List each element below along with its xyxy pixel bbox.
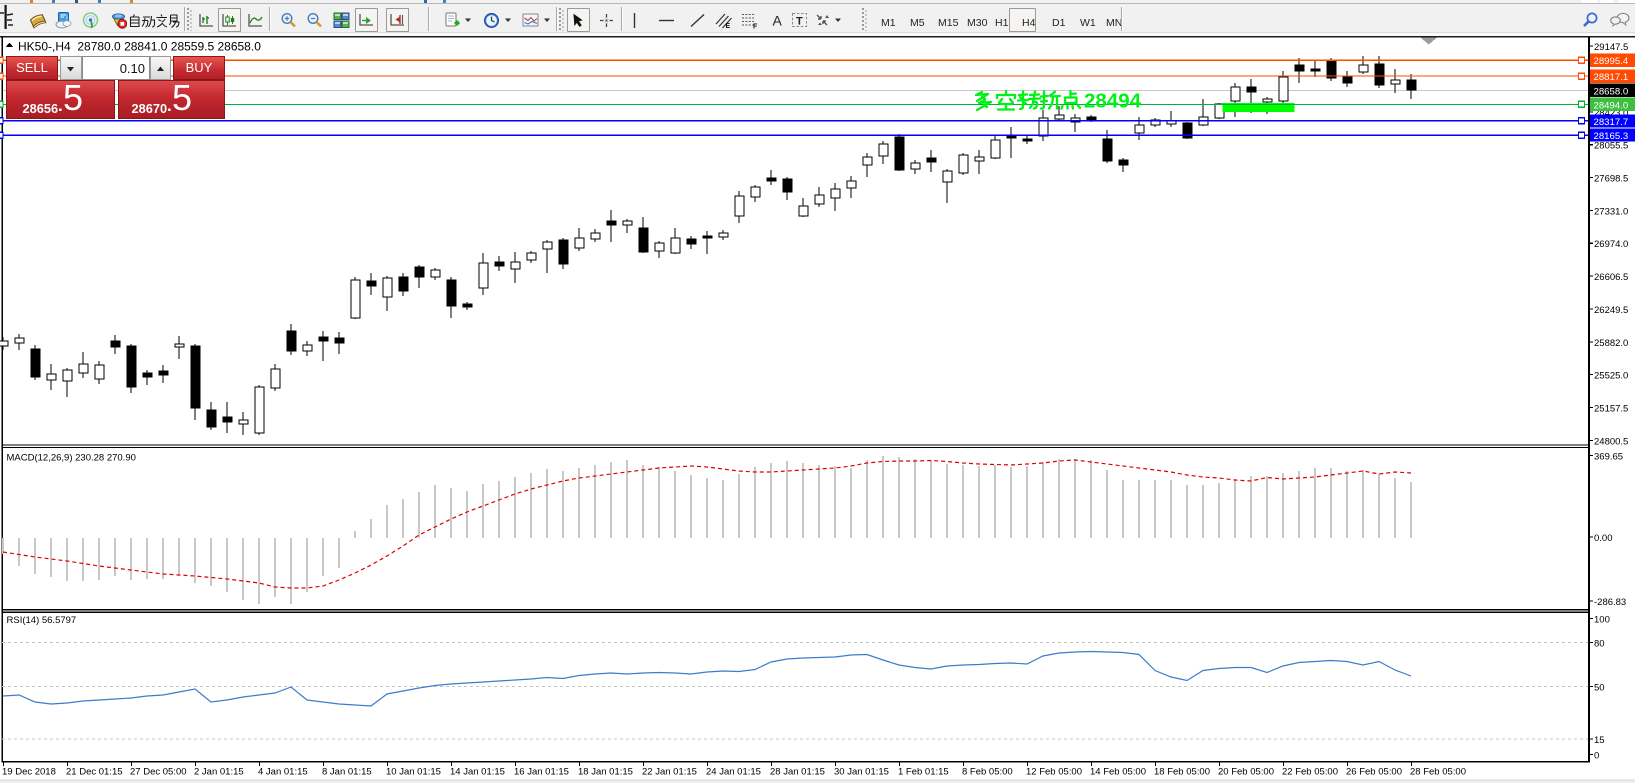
- svg-text:RSI(14) 56.5797: RSI(14) 56.5797: [7, 615, 77, 626]
- svg-text:8 Jan 01:15: 8 Jan 01:15: [322, 767, 372, 778]
- svg-text:18 Jan 01:15: 18 Jan 01:15: [578, 767, 633, 778]
- svg-text:19 Dec 2018: 19 Dec 2018: [2, 767, 56, 778]
- svg-text:28494: 28494: [1084, 90, 1142, 113]
- svg-text:0: 0: [1594, 751, 1599, 762]
- svg-text:28658.0: 28658.0: [1594, 86, 1629, 97]
- svg-text:4 Jan 01:15: 4 Jan 01:15: [258, 767, 308, 778]
- svg-text:A: A: [772, 12, 782, 28]
- svg-text:26249.5: 26249.5: [1594, 305, 1628, 316]
- svg-text:HK50-,H4 28780.0 28841.0 2855: HK50-,H4 28780.0 28841.0 28559.5 28658.0: [18, 39, 261, 53]
- svg-text:25882.0: 25882.0: [1594, 338, 1628, 349]
- svg-text:28423.0: 28423.0: [1594, 108, 1628, 119]
- svg-text:16 Jan 01:15: 16 Jan 01:15: [514, 767, 569, 778]
- svg-text:12 Feb 05:00: 12 Feb 05:00: [1026, 767, 1082, 778]
- svg-text:28165.3: 28165.3: [1594, 131, 1629, 142]
- svg-text:369.65: 369.65: [1594, 452, 1623, 463]
- svg-text:8 Feb 05:00: 8 Feb 05:00: [962, 767, 1013, 778]
- svg-text:15: 15: [1594, 735, 1605, 746]
- svg-text:21 Dec 01:15: 21 Dec 01:15: [66, 767, 123, 778]
- svg-text:28 Feb 05:00: 28 Feb 05:00: [1410, 767, 1466, 778]
- svg-text:80: 80: [1594, 639, 1605, 650]
- svg-text:20 Feb 05:00: 20 Feb 05:00: [1218, 767, 1274, 778]
- svg-text:26974.0: 26974.0: [1594, 239, 1628, 250]
- svg-text:25525.0: 25525.0: [1594, 371, 1628, 382]
- svg-text:1 Feb 01:15: 1 Feb 01:15: [898, 767, 949, 778]
- svg-text:T: T: [796, 15, 803, 27]
- svg-text:22 Feb 05:00: 22 Feb 05:00: [1282, 767, 1338, 778]
- svg-text:14 Jan 01:15: 14 Jan 01:15: [450, 767, 505, 778]
- svg-text:50: 50: [1594, 682, 1605, 693]
- svg-text:-286.83: -286.83: [1594, 597, 1626, 608]
- svg-text:28995.4: 28995.4: [1594, 56, 1629, 67]
- svg-text:24 Jan 01:15: 24 Jan 01:15: [706, 767, 761, 778]
- svg-text:27 Dec 05:00: 27 Dec 05:00: [130, 767, 187, 778]
- svg-text:25157.5: 25157.5: [1594, 404, 1628, 415]
- svg-text:2 Jan 01:15: 2 Jan 01:15: [194, 767, 244, 778]
- svg-text:28494.0: 28494.0: [1594, 100, 1629, 111]
- svg-text:22 Jan 01:15: 22 Jan 01:15: [642, 767, 697, 778]
- svg-text:0.00: 0.00: [1594, 533, 1613, 544]
- svg-text:24800.5: 24800.5: [1594, 436, 1628, 447]
- svg-text:18 Feb 05:00: 18 Feb 05:00: [1154, 767, 1210, 778]
- svg-text:27698.5: 27698.5: [1594, 174, 1628, 185]
- svg-text:28317.7: 28317.7: [1594, 117, 1629, 128]
- svg-text:MACD(12,26,9) 230.28 270.90: MACD(12,26,9) 230.28 270.90: [7, 452, 136, 463]
- svg-text:100: 100: [1594, 615, 1610, 626]
- svg-text:29147.5: 29147.5: [1594, 42, 1628, 53]
- svg-text:E: E: [726, 23, 731, 29]
- svg-text:28 Jan 01:15: 28 Jan 01:15: [770, 767, 825, 778]
- svg-text:30 Jan 01:15: 30 Jan 01:15: [834, 767, 889, 778]
- svg-text:26 Feb 05:00: 26 Feb 05:00: [1346, 767, 1402, 778]
- svg-text:F: F: [753, 23, 758, 29]
- svg-text:14 Feb 05:00: 14 Feb 05:00: [1090, 767, 1146, 778]
- svg-text:28817.1: 28817.1: [1594, 72, 1629, 83]
- svg-text:26606.5: 26606.5: [1594, 272, 1628, 283]
- svg-text:28055.5: 28055.5: [1594, 141, 1628, 152]
- svg-text:10 Jan 01:15: 10 Jan 01:15: [386, 767, 441, 778]
- svg-text:27331.0: 27331.0: [1594, 206, 1628, 217]
